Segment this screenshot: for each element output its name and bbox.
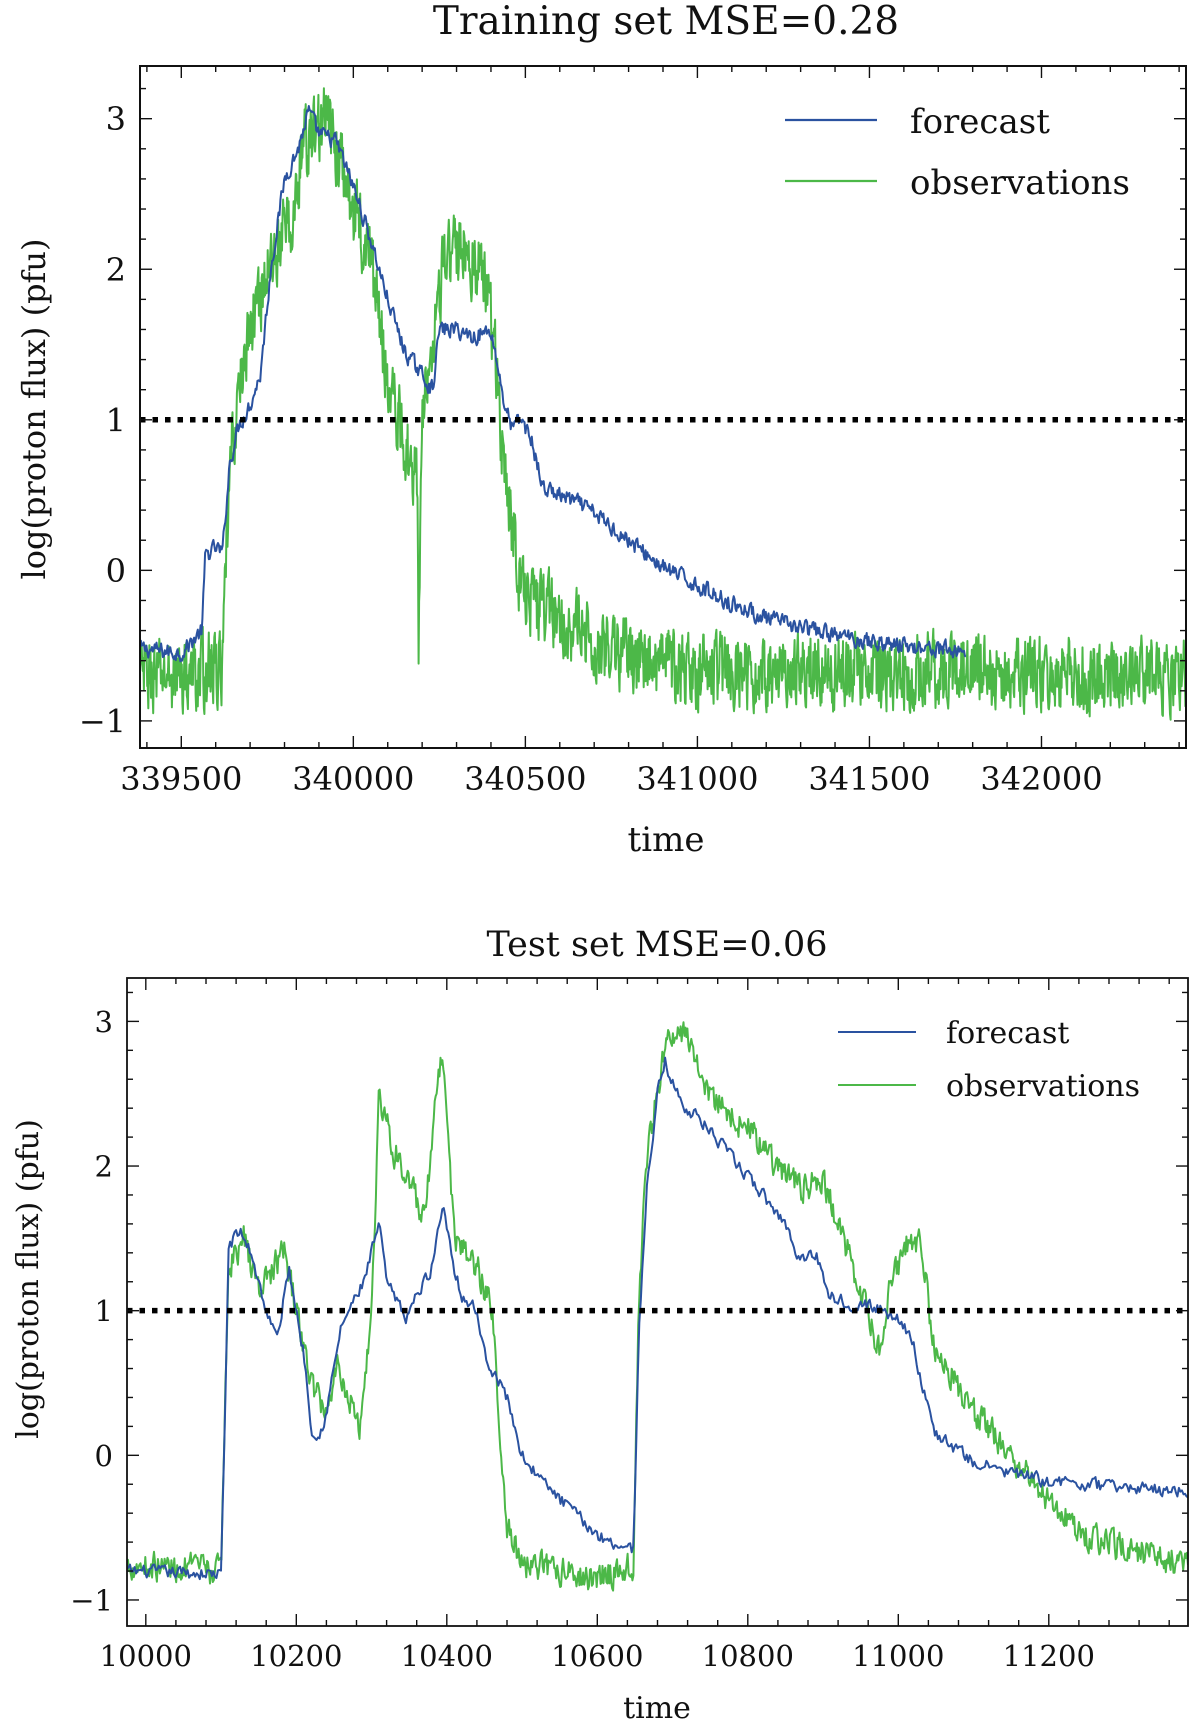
x-tick-label: 10400 <box>401 1639 493 1673</box>
x-axis-label: time <box>628 820 705 860</box>
y-axis-label: log(proton flux) (pfu) <box>15 239 53 580</box>
legend-forecast-label: forecast <box>946 1016 1069 1051</box>
x-tick-label: 340000 <box>292 760 414 798</box>
series-line-forecast <box>127 1056 1188 1581</box>
chart-title: Test set MSE=0.06 <box>487 925 828 965</box>
y-tick-label: 3 <box>95 1005 113 1039</box>
x-tick-label: 340500 <box>464 760 586 798</box>
y-axis-label: log(proton flux) (pfu) <box>11 1119 46 1439</box>
legend-observations-label: observations <box>946 1069 1140 1104</box>
x-tick-label: 10200 <box>250 1639 342 1673</box>
y-tick-label: 1 <box>95 1294 113 1328</box>
plot-area: 10000 10200 10400 10600 10800 11000 11200 −1 0 1 2… <box>70 977 1189 1673</box>
x-tick-label: 10000 <box>100 1639 192 1673</box>
series-line-observations <box>127 1021 1188 1592</box>
x-tick-label: 11200 <box>1003 1639 1095 1673</box>
x-tick-label: 342000 <box>980 760 1102 798</box>
x-tick-label: 339500 <box>120 760 242 798</box>
series-line-observations <box>140 87 1186 721</box>
series-line-forecast <box>140 105 967 663</box>
chart-title: Training set MSE=0.28 <box>433 0 899 44</box>
legend-observations-label: observations <box>910 163 1130 203</box>
x-axis-label: time <box>623 1691 691 1722</box>
y-tick-label: 0 <box>95 1439 113 1473</box>
y-tick-label: −1 <box>70 1583 113 1617</box>
legend: forecast observations <box>785 102 1130 203</box>
y-tick-label: 1 <box>106 401 126 439</box>
y-tick-label: 0 <box>106 552 126 590</box>
test-chart: Test set MSE=0.06 10000 10200 10400 10600 10… <box>11 925 1189 1722</box>
training-chart: Training set MSE=0.28 339500 340000 340500… <box>15 0 1187 860</box>
plot-area: 339500 340000 340500 341000 341500 342000 −1 0 1… <box>79 65 1187 798</box>
x-tick-label: 11000 <box>852 1639 944 1673</box>
x-tick-label: 10600 <box>551 1639 643 1673</box>
legend-forecast-label: forecast <box>910 102 1050 142</box>
x-tick-label: 10800 <box>702 1639 794 1673</box>
y-tick-label: 3 <box>106 100 126 138</box>
y-tick-label: 2 <box>106 251 126 289</box>
y-tick-label: 2 <box>95 1149 113 1183</box>
legend: forecast observations <box>838 1016 1140 1104</box>
y-tick-label: −1 <box>79 702 126 740</box>
x-tick-label: 341000 <box>636 760 758 798</box>
x-tick-label: 341500 <box>808 760 930 798</box>
